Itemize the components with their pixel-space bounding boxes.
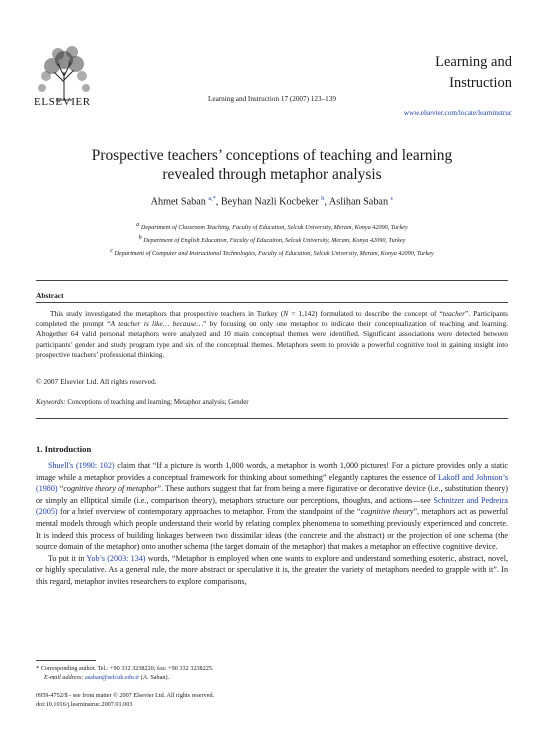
keywords: Keywords: Conceptions of teaching and le… [36, 399, 249, 406]
author-affiliation-mark[interactable]: c [390, 195, 394, 202]
abstract-text: This study investigated the metaphors th… [36, 309, 508, 359]
journal-name-line1: Learning and [435, 54, 512, 70]
citation-link[interactable]: Lakoff and Johnson’s (1980) [36, 472, 509, 494]
journal-citation: Learning and Instruction 17 (2007) 123–1… [208, 95, 336, 103]
keywords-list: Conceptions of teaching and learning; Me… [65, 399, 249, 406]
footnote-rule [36, 660, 96, 661]
issn-line: 0959-4752/$ - see front matter © 2007 El… [36, 692, 215, 699]
email-link[interactable]: asaban@selcuk.edu.tr [85, 674, 140, 682]
abstract-bottom-rule [36, 418, 508, 419]
introduction-body: Shuell's (1990: 102) claim that “If a pi… [36, 460, 508, 588]
doi-line: doi:10.1016/j.learninstruc.2007.01.003 [36, 701, 133, 709]
page-footer: 0959-4752/$ - see front matter © 2007 El… [36, 691, 214, 710]
citation-link[interactable]: Schnitzer and Pedreira (2005) [36, 495, 508, 517]
author-name: Aslihan Saban [328, 196, 389, 208]
email-line: E-mail address: asaban@selcuk.edu.tr (A.… [44, 674, 170, 682]
title-line-1: Prospective teachers’ conceptions of tea… [91, 147, 453, 164]
author-list: Ahmet Saban a,*, Beyhan Nazli Kocbeker b… [150, 195, 394, 208]
affiliation-item: c Department of Computer and Instruction… [110, 246, 434, 257]
journal-name: Learning and Instruction [392, 52, 512, 94]
paragraph: To put it in Yob’s (2003: 134) words, “M… [36, 553, 508, 586]
article-title: Prospective teachers’ conceptions of tea… [40, 146, 504, 184]
keywords-label: Keywords: [36, 399, 66, 406]
abstract-heading-rule [36, 302, 508, 303]
copyright-notice: © 2007 Elsevier Ltd. All rights reserved… [36, 377, 157, 386]
affiliation-item: b Department of English Education, Facul… [138, 233, 406, 244]
citation-link[interactable]: Shuell's (1990: 102) [48, 461, 115, 470]
journal-url-link[interactable]: www.elsevier.com/locate/learninstruc [403, 109, 512, 117]
paragraph: Shuell's (1990: 102) claim that “If a pi… [36, 461, 509, 552]
affiliation-item: a Department of Classroom Teaching, Facu… [136, 221, 408, 232]
corresponding-author-note: * Corresponding author. Tel.: +90 332 32… [36, 665, 214, 672]
section-heading-introduction: 1. Introduction [36, 444, 92, 454]
author-name: Beyhan Nazli Kocbeker [220, 196, 319, 208]
publisher-name: ELSEVIER [34, 96, 91, 108]
author-name: Ahmet Saban [150, 196, 206, 208]
title-line-2: revealed through metaphor analysis [162, 166, 382, 183]
elsevier-tree-logo [38, 46, 90, 101]
author-affiliation-mark[interactable]: b [321, 195, 325, 202]
affiliations: a Department of Classroom Teaching, Facu… [40, 220, 504, 259]
abstract-heading: Abstract [36, 291, 64, 300]
author-affiliation-mark[interactable]: a,* [208, 195, 216, 202]
footnote: * Corresponding author. Tel.: +90 332 32… [36, 664, 213, 683]
journal-name-line2: Instruction [449, 75, 512, 91]
citation-link[interactable]: Yob’s (2003: 134) [86, 553, 146, 563]
abstract-top-rule [36, 280, 508, 281]
